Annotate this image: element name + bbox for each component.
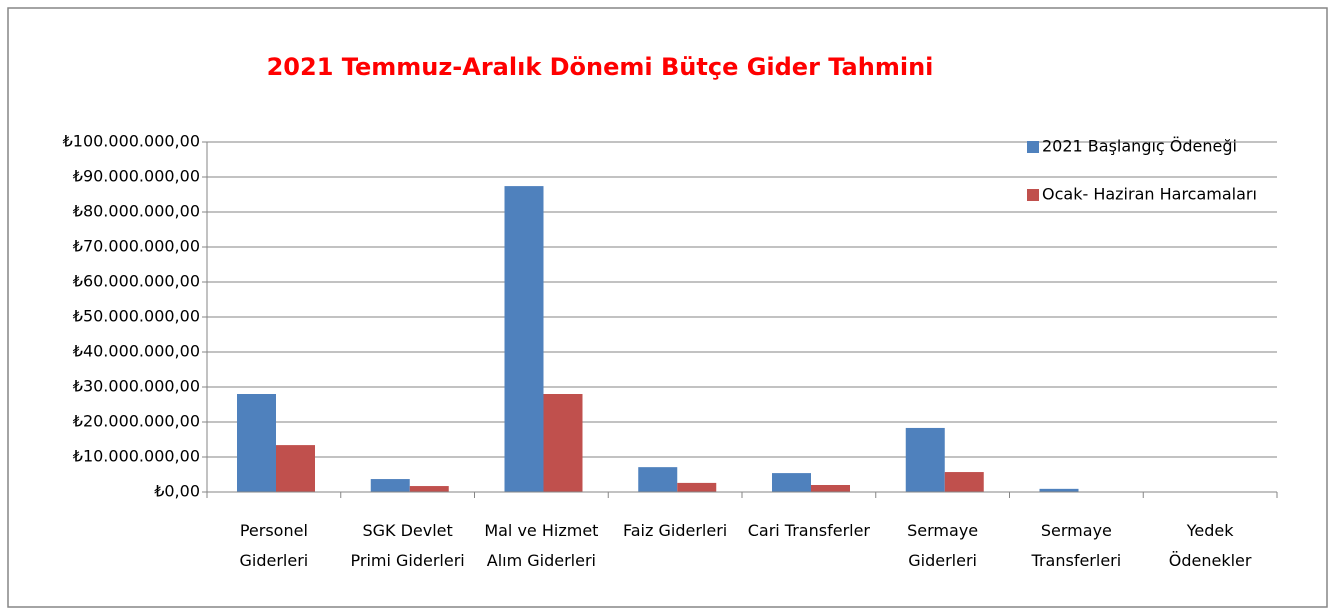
bar — [1039, 488, 1079, 492]
legend-swatch — [1027, 141, 1039, 153]
y-tick-label: ₺70.000.000,00 — [73, 237, 200, 256]
bar — [638, 467, 678, 492]
x-tick-label: Sermaye Giderleri — [907, 521, 979, 570]
bar — [543, 394, 583, 492]
legend-swatch — [1027, 189, 1039, 201]
y-tick-label: ₺0,00 — [154, 482, 200, 501]
frame — [7, 7, 1328, 608]
bar — [944, 472, 984, 492]
chart-title: 2021 Temmuz-Aralık Dönemi Bütçe Gider Ta… — [267, 53, 934, 81]
x-tick-label: Cari Transferler — [747, 521, 871, 540]
y-tick-label: ₺100.000.000,00 — [63, 132, 200, 151]
bar — [504, 186, 544, 492]
y-tick-label: ₺20.000.000,00 — [73, 412, 200, 431]
x-tick-label: Yedek Ödenekler — [1168, 521, 1252, 570]
x-tick-label: Sermaye Transferleri — [1031, 521, 1122, 570]
bar — [905, 427, 945, 492]
y-tick-label: ₺30.000.000,00 — [73, 377, 200, 396]
y-tick-label: ₺10.000.000,00 — [73, 447, 200, 466]
x-tick-label: SGK Devlet Primi Giderleri — [350, 521, 465, 570]
y-tick-label: ₺50.000.000,00 — [73, 307, 200, 326]
bar — [276, 445, 315, 492]
x-tick-label: Mal ve Hizmet Alım Giderleri — [484, 521, 599, 570]
bar — [409, 486, 449, 492]
bar — [237, 394, 276, 492]
y-tick-label: ₺40.000.000,00 — [73, 342, 200, 361]
bar — [370, 479, 410, 492]
x-tick-label: Faiz Giderleri — [623, 521, 728, 540]
x-tick-label: Personel Giderleri — [239, 521, 309, 570]
legend-label: 2021 Başlangıç Ödeneği — [1042, 137, 1237, 156]
y-tick-label: ₺80.000.000,00 — [73, 202, 200, 221]
bar — [811, 485, 850, 492]
y-tick-label: ₺90.000.000,00 — [73, 167, 200, 186]
y-tick-label: ₺60.000.000,00 — [73, 272, 200, 291]
legend-label: Ocak- Haziran Harcamaları — [1042, 185, 1257, 204]
bar — [772, 473, 811, 492]
bar — [677, 482, 717, 492]
